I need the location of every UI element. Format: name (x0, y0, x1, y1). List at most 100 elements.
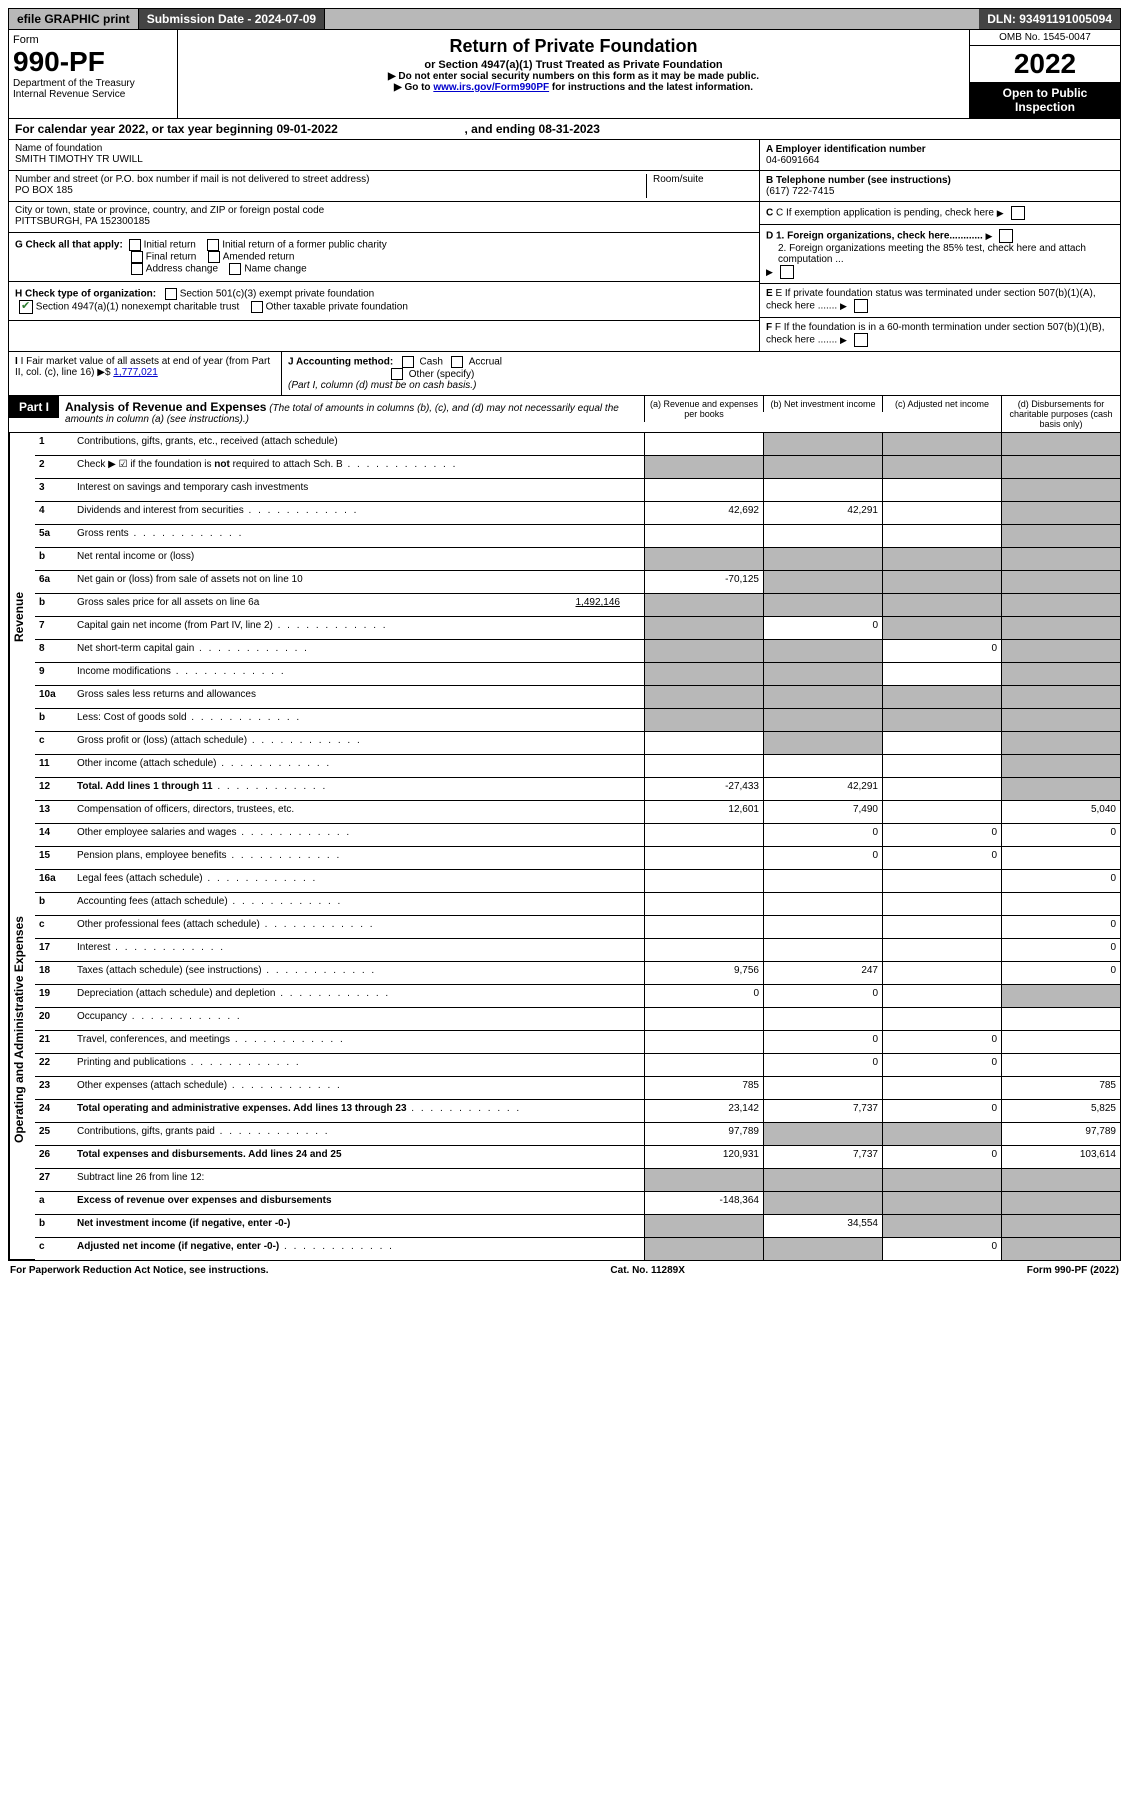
row-desc: Travel, conferences, and meetings (73, 1031, 644, 1053)
chk-e[interactable] (854, 299, 868, 313)
table-row: 2Check ▶ ☑ if the foundation is not requ… (35, 455, 1120, 478)
calendar-year-line: For calendar year 2022, or tax year begi… (8, 119, 1121, 140)
table-row: bAccounting fees (attach schedule) (35, 892, 1120, 915)
cell-col-b: 7,490 (763, 801, 882, 823)
table-row: 19Depreciation (attach schedule) and dep… (35, 984, 1120, 1007)
cell-col-b: 0 (763, 847, 882, 869)
cell-col-a (644, 663, 763, 685)
form-subtitle: or Section 4947(a)(1) Trust Treated as P… (184, 59, 963, 71)
form-link[interactable]: www.irs.gov/Form990PF (433, 82, 549, 93)
cell-col-c (882, 663, 1001, 685)
entity-left: Name of foundation SMITH TIMOTHY TR UWIL… (9, 140, 759, 351)
cell-col-c (882, 525, 1001, 547)
cell-col-c (882, 1215, 1001, 1237)
cell-col-b: 0 (763, 985, 882, 1007)
cell-col-c (882, 1192, 1001, 1214)
cell-col-c: 0 (882, 1146, 1001, 1168)
cell-col-c (882, 479, 1001, 501)
c-cell: C C If exemption application is pending,… (760, 202, 1120, 225)
cell-col-d (1001, 709, 1120, 731)
chk-amended[interactable] (208, 251, 220, 263)
chk-name-change[interactable] (229, 263, 241, 275)
chk-4947a1[interactable] (19, 300, 33, 314)
table-row: 10aGross sales less returns and allowanc… (35, 685, 1120, 708)
cell-col-d (1001, 893, 1120, 915)
row-desc: Other employee salaries and wages (73, 824, 644, 846)
chk-other-taxable[interactable] (251, 301, 263, 313)
chk-c[interactable] (1011, 206, 1025, 220)
submission-date: Submission Date - 2024-07-09 (139, 9, 325, 29)
fmv-link[interactable]: 1,777,021 (113, 367, 158, 378)
cell-col-d: 5,040 (1001, 801, 1120, 823)
cell-col-b: 0 (763, 1031, 882, 1053)
chk-accrual[interactable] (451, 356, 463, 368)
table-row: 5aGross rents (35, 524, 1120, 547)
row-desc: Gross rents (73, 525, 644, 547)
cell-col-b (763, 870, 882, 892)
table-rows: 1Contributions, gifts, grants, etc., rec… (35, 433, 1120, 1260)
row-desc: Printing and publications (73, 1054, 644, 1076)
cell-col-c (882, 548, 1001, 570)
cell-col-a (644, 1169, 763, 1191)
chk-f[interactable] (854, 333, 868, 347)
cell-col-c (882, 985, 1001, 1007)
row-number: 19 (35, 985, 73, 1007)
cell-col-d (1001, 594, 1120, 616)
cell-col-c (882, 939, 1001, 961)
efile-label: efile GRAPHIC print (9, 9, 139, 29)
cell-col-a: 0 (644, 985, 763, 1007)
cell-col-b: 247 (763, 962, 882, 984)
top-bar: efile GRAPHIC print Submission Date - 20… (8, 8, 1121, 30)
table-row: 6aNet gain or (loss) from sale of assets… (35, 570, 1120, 593)
chk-initial-return[interactable] (129, 239, 141, 251)
cell-col-b (763, 709, 882, 731)
irs-label: Internal Revenue Service (13, 89, 173, 100)
table-row: 1Contributions, gifts, grants, etc., rec… (35, 433, 1120, 455)
cell-col-d: 785 (1001, 1077, 1120, 1099)
row-desc: Subtract line 26 from line 12: (73, 1169, 644, 1191)
chk-cash[interactable] (402, 356, 414, 368)
cell-col-b: 0 (763, 1054, 882, 1076)
chk-d1[interactable] (999, 229, 1013, 243)
row-number: 8 (35, 640, 73, 662)
table-row: 17Interest0 (35, 938, 1120, 961)
chk-final-return[interactable] (131, 251, 143, 263)
table-row: 14Other employee salaries and wages000 (35, 823, 1120, 846)
row-desc: Accounting fees (attach schedule) (73, 893, 644, 915)
city-state-zip: PITTSBURGH, PA 152300185 (15, 216, 753, 227)
cell-col-a (644, 617, 763, 639)
chk-address-change[interactable] (131, 263, 143, 275)
cell-col-b (763, 686, 882, 708)
row-number: 26 (35, 1146, 73, 1168)
table-row: 4Dividends and interest from securities4… (35, 501, 1120, 524)
instr-2: ▶ Go to www.irs.gov/Form990PF for instru… (184, 82, 963, 93)
row-number: 3 (35, 479, 73, 501)
chk-501c3[interactable] (165, 288, 177, 300)
footer-left: For Paperwork Reduction Act Notice, see … (10, 1265, 269, 1276)
cell-col-a (644, 847, 763, 869)
side-labels: Revenue Operating and Administrative Exp… (9, 433, 35, 1260)
cell-col-d (1001, 571, 1120, 593)
cell-col-a (644, 1238, 763, 1260)
table-row: 27Subtract line 26 from line 12: (35, 1168, 1120, 1191)
cell-col-a (644, 1054, 763, 1076)
cell-col-d (1001, 433, 1120, 455)
row-number: 10a (35, 686, 73, 708)
dept-label: Department of the Treasury (13, 78, 173, 89)
row-number: c (35, 1238, 73, 1260)
row-desc: Total operating and administrative expen… (73, 1100, 644, 1122)
part1-header: Part I Analysis of Revenue and Expenses … (8, 396, 1121, 433)
year-block: OMB No. 1545-0047 2022 Open to Public In… (969, 30, 1120, 118)
chk-initial-former[interactable] (207, 239, 219, 251)
cell-col-a: -70,125 (644, 571, 763, 593)
row-number: 7 (35, 617, 73, 639)
table-row: 7Capital gain net income (from Part IV, … (35, 616, 1120, 639)
chk-d2[interactable] (780, 265, 794, 279)
chk-other-method[interactable] (391, 368, 403, 380)
row-number: b (35, 893, 73, 915)
row-desc: Total. Add lines 1 through 11 (73, 778, 644, 800)
cell-col-a (644, 525, 763, 547)
cell-col-a (644, 433, 763, 455)
cell-col-c (882, 870, 1001, 892)
table-row: cOther professional fees (attach schedul… (35, 915, 1120, 938)
